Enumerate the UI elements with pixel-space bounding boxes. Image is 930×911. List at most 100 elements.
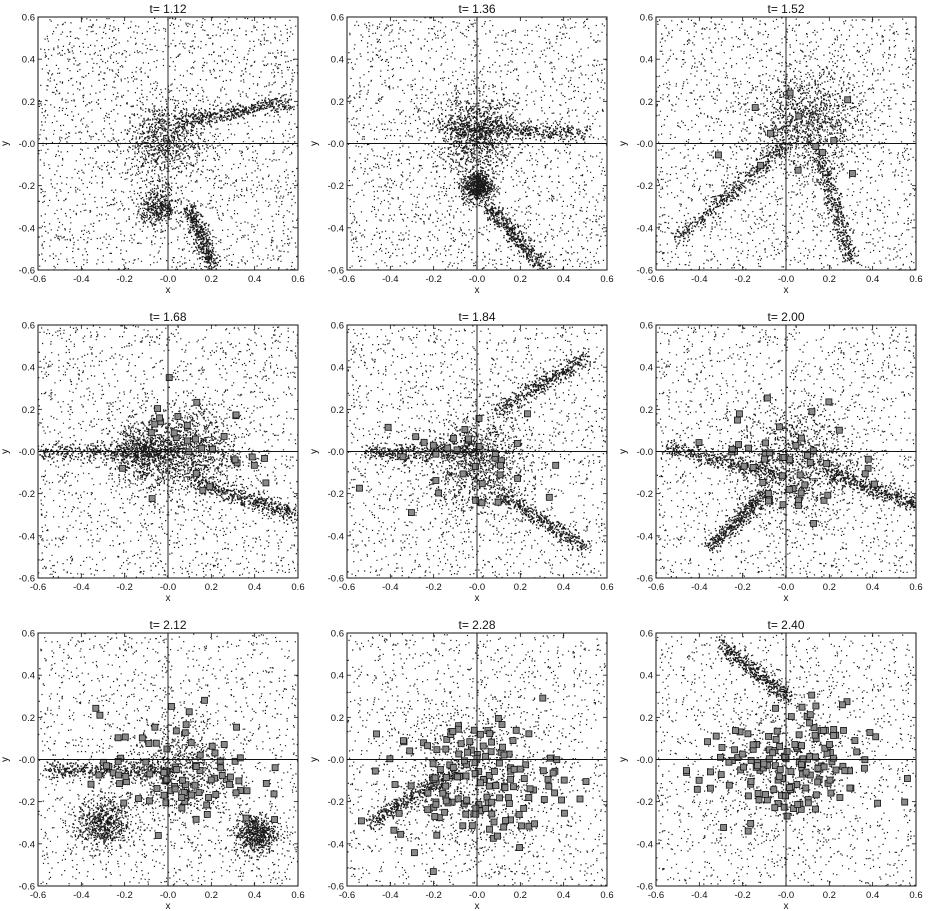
clump-marker [513, 439, 521, 447]
clump-marker [464, 748, 472, 756]
clump-marker [192, 815, 200, 823]
clump-marker [485, 782, 493, 790]
clump-marker [207, 776, 215, 784]
x-tick-label: -0.2 [425, 582, 441, 593]
x-tick-label: -0.6 [30, 890, 46, 901]
y-tick-label: -0.4 [328, 223, 344, 234]
clump-marker [798, 434, 805, 442]
clump-marker [755, 796, 763, 804]
y-tick-label: -0.4 [19, 531, 35, 542]
clump-marker [482, 805, 490, 812]
clump-marker [510, 765, 518, 773]
clump-marker [153, 785, 161, 792]
y-tick-label: -0.0 [19, 139, 35, 150]
clump-marker [780, 453, 788, 461]
clump-marker [747, 757, 755, 764]
x-tick-label: -0.0 [469, 582, 485, 593]
clump-marker [116, 780, 123, 787]
clump-marker [707, 768, 714, 776]
x-tick-label: -0.6 [30, 582, 46, 593]
clump-marker [866, 729, 874, 736]
particle-field [656, 633, 916, 886]
x-tick-label: -0.2 [425, 274, 441, 285]
y-tick-label: 0.4 [640, 363, 653, 374]
clump-marker [271, 816, 279, 823]
clump-marker [861, 764, 868, 772]
x-tick-label: 0.2 [823, 274, 836, 285]
clump-marker [162, 799, 170, 807]
clump-marker [199, 486, 207, 494]
x-tick-label: 0.2 [823, 582, 836, 593]
x-axis-label: x [784, 285, 789, 296]
clump-marker [160, 791, 168, 799]
clump-marker [825, 398, 833, 406]
clump-marker [191, 781, 199, 789]
clump-marker [540, 796, 548, 803]
clump-marker [442, 774, 450, 781]
clump-marker [270, 790, 278, 798]
clump-marker [762, 791, 769, 798]
clump-marker [796, 471, 804, 479]
x-tick-label: -0.2 [116, 890, 132, 901]
clump-marker [441, 808, 449, 816]
clump-marker [466, 738, 474, 746]
clump-marker [262, 780, 270, 787]
clump-marker [851, 737, 859, 744]
clump-marker [168, 703, 175, 710]
clump-marker [764, 394, 771, 402]
clump-marker [135, 795, 142, 802]
clump-marker [384, 423, 392, 431]
y-tick-label: -0.4 [328, 531, 344, 542]
y-tick-label: 0.4 [640, 671, 653, 682]
clump-marker [786, 89, 794, 97]
clump-marker [844, 96, 852, 104]
x-tick-label: 0.4 [248, 582, 261, 593]
clump-marker [191, 435, 199, 443]
y-axis-label: y [0, 141, 11, 146]
clump-marker [248, 453, 256, 461]
clump-marker [231, 456, 239, 464]
x-tick-label: 0.4 [557, 582, 570, 593]
clump-marker [560, 776, 568, 784]
clump-marker [830, 726, 838, 733]
x-tick-label: 0.2 [514, 274, 527, 285]
clump-marker [121, 733, 129, 741]
panel-6: t= 2.00 -0.6 -0.4 -0.2 -0.0 0.2 0.4 0.6 0.6 0.4 0.… [618, 310, 923, 604]
x-tick-label: -0.4 [691, 274, 707, 285]
clump-marker [203, 811, 211, 818]
x-tick-label: -0.0 [160, 890, 176, 901]
clump-marker [431, 774, 439, 782]
clump-marker [799, 755, 807, 763]
clump-marker [745, 792, 752, 800]
y-axis-label: y [309, 141, 320, 146]
clump-marker [812, 142, 820, 150]
x-tick-label: -0.2 [116, 274, 132, 285]
y-axis-label: y [309, 449, 320, 454]
x-tick-label: -0.2 [734, 890, 750, 901]
clump-marker [195, 789, 203, 796]
clump-marker [695, 439, 703, 447]
clump-marker [463, 796, 471, 804]
x-axis-label: x [784, 593, 789, 604]
particles [656, 17, 916, 270]
x-tick-label: 0.2 [205, 890, 218, 901]
x-tick-label: 0.2 [205, 582, 218, 593]
clump-marker [826, 776, 834, 784]
clump-marker [477, 779, 485, 787]
clump-marker [154, 405, 162, 413]
x-tick-label: -0.6 [339, 582, 355, 593]
clump-marker [693, 785, 701, 793]
clump-marker [478, 480, 486, 488]
y-axis-label: y [618, 449, 629, 454]
clump-marker [115, 771, 122, 779]
clump-marker [545, 782, 553, 790]
clump-marker [500, 751, 508, 759]
y-tick-label: 0.2 [640, 97, 653, 108]
y-tick-label: 0.2 [22, 405, 35, 416]
x-axis-label: x [475, 901, 480, 911]
y-tick-label: -0.6 [328, 882, 344, 893]
clump-marker [160, 769, 168, 776]
clump-marker [804, 799, 812, 807]
clump-marker [835, 426, 843, 434]
clump-marker [810, 520, 817, 527]
